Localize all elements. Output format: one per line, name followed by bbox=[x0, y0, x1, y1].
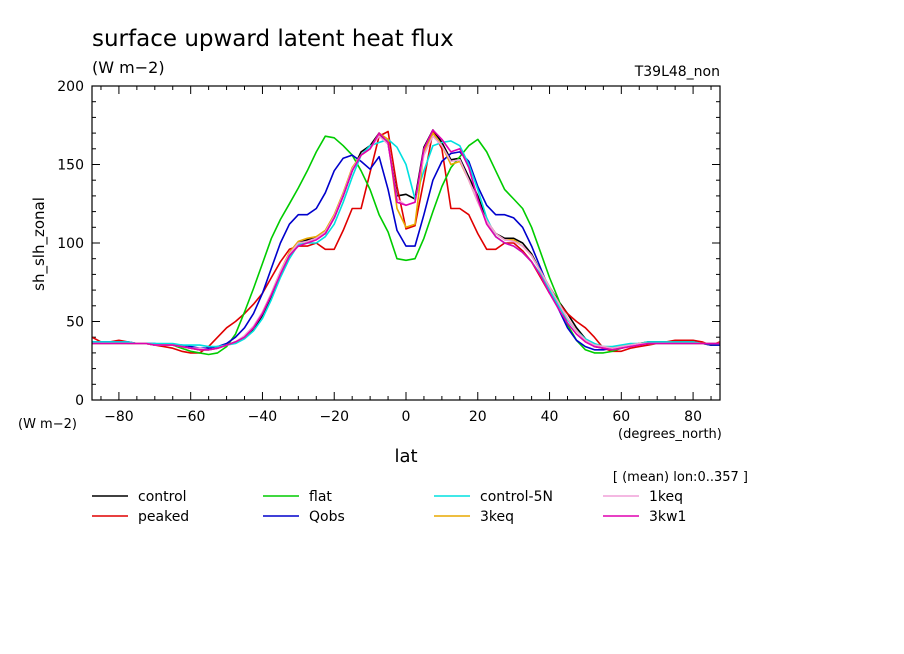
x-tick-label: 20 bbox=[469, 409, 487, 425]
y-tick-label: 50 bbox=[66, 315, 84, 331]
x-tick-label: 40 bbox=[541, 409, 559, 425]
x-tick-label: 0 bbox=[402, 409, 411, 425]
y-tick-label: 150 bbox=[57, 158, 84, 174]
x-axis-label: lat bbox=[394, 446, 417, 467]
series-line-flat bbox=[92, 135, 720, 356]
subset-note: [ (mean) lon:0..357 ] bbox=[613, 470, 748, 485]
series-line-3kw1 bbox=[92, 129, 720, 351]
legend-label-peaked: peaked bbox=[138, 509, 189, 525]
y-axis-label: sh_slh_zonal bbox=[30, 197, 49, 291]
series-line-qobs bbox=[92, 151, 720, 351]
tick-labels: −80 −60 −40 −20 0 20 40 60 80 0 50 100 150 200 bbox=[57, 79, 702, 425]
x-tick-label: −80 bbox=[104, 409, 134, 425]
run-label: T39L48_non bbox=[634, 64, 720, 80]
legend-label-3kw1: 3kw1 bbox=[649, 509, 686, 525]
legend: control peaked flat Qobs control-5N 3keq 1keq 3… bbox=[92, 489, 686, 525]
series-line-control-5n bbox=[92, 138, 720, 348]
y-axis-units: (W m−2) bbox=[18, 417, 77, 432]
x-axis-units: (degrees_north) bbox=[618, 427, 722, 442]
legend-label-control: control bbox=[138, 489, 187, 505]
plot-frame bbox=[91, 85, 721, 401]
x-tick-label: 80 bbox=[684, 409, 702, 425]
y-tick-label: 200 bbox=[57, 79, 84, 95]
chart-title: surface upward latent heat flux bbox=[92, 26, 454, 52]
series-lines bbox=[91, 129, 721, 356]
x-tick-label: −40 bbox=[248, 409, 278, 425]
legend-label-1keq: 1keq bbox=[649, 489, 683, 505]
legend-label-flat: flat bbox=[309, 489, 332, 505]
legend-label-control-5n: control-5N bbox=[480, 489, 553, 505]
y-tick-label: 0 bbox=[75, 393, 84, 409]
x-tick-label: −60 bbox=[176, 409, 206, 425]
y-tick-label: 100 bbox=[57, 236, 84, 252]
x-tick-label: 60 bbox=[612, 409, 630, 425]
series-line-1keq bbox=[92, 135, 720, 351]
chart-units: (W m−2) bbox=[92, 58, 165, 77]
x-tick-label: −20 bbox=[319, 409, 349, 425]
legend-label-qobs: Qobs bbox=[309, 509, 345, 525]
legend-label-3keq: 3keq bbox=[480, 509, 514, 525]
